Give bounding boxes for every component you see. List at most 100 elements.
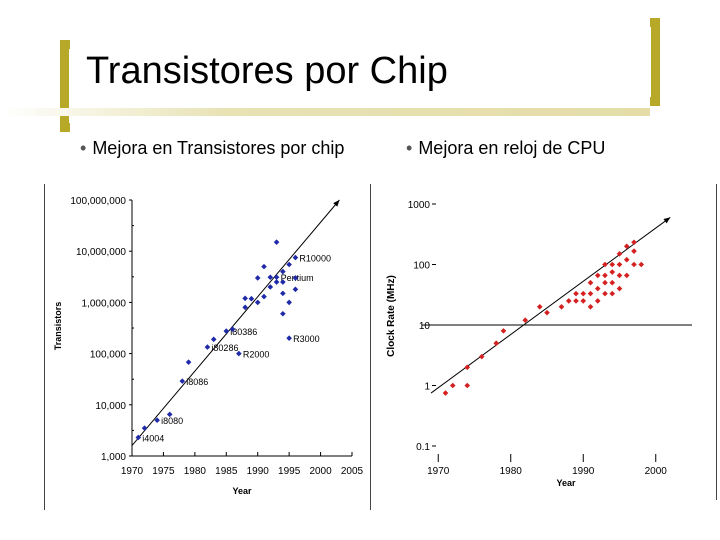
data-point — [236, 350, 242, 357]
point-label: R10000 — [299, 254, 331, 264]
bullet-clock: • Mejora en reloj de CPU — [406, 138, 605, 159]
bullet-clock-text: Mejora en reloj de CPU — [418, 138, 606, 158]
y-tick-label: 10,000,000 — [76, 247, 126, 258]
data-point — [292, 254, 299, 261]
data-point — [638, 261, 645, 268]
x-tick-label: 1995 — [278, 466, 301, 477]
x-axis-label: Year — [232, 486, 252, 496]
y-axis-label: Clock Rate (MHz) — [386, 275, 397, 357]
bullet-dot-icon: • — [406, 138, 413, 158]
data-point — [248, 295, 255, 302]
data-point — [493, 340, 500, 347]
data-point — [623, 256, 630, 263]
data-point — [286, 299, 292, 306]
point-label: i8086 — [186, 377, 208, 387]
y-tick-label: 1,000,000 — [82, 298, 127, 309]
y-tick-label: 100,000 — [90, 350, 127, 361]
data-point — [565, 298, 572, 304]
data-point — [242, 295, 248, 302]
data-point — [500, 328, 507, 334]
data-point — [478, 353, 485, 360]
data-point — [594, 272, 601, 279]
data-point — [609, 279, 616, 286]
data-point — [587, 279, 594, 286]
x-tick-label: 1970 — [121, 466, 144, 477]
point-label: i80286 — [211, 343, 238, 353]
y-tick-label: 1,000 — [101, 452, 126, 463]
data-point — [273, 274, 280, 281]
data-point — [573, 290, 579, 297]
data-point — [573, 298, 579, 304]
title-bracket-right — [650, 18, 660, 106]
x-tick-label: 1980 — [184, 466, 207, 477]
data-point — [273, 279, 280, 285]
data-point — [204, 344, 211, 350]
data-point — [580, 298, 587, 304]
data-point — [616, 285, 623, 292]
data-point — [558, 303, 565, 310]
x-tick-label: 1980 — [500, 466, 523, 477]
x-tick-label: 1970 — [427, 466, 450, 477]
data-point — [449, 382, 456, 389]
x-tick-label: 1990 — [247, 466, 270, 477]
y-tick-label: 10,000 — [95, 401, 126, 412]
x-axis-label: Year — [556, 478, 576, 488]
data-point — [286, 261, 292, 268]
data-point — [254, 299, 261, 306]
title-underline — [0, 108, 650, 116]
data-point — [623, 272, 630, 279]
x-tick-label: 1985 — [215, 466, 238, 477]
data-point — [273, 239, 280, 245]
point-label: i4004 — [142, 433, 164, 443]
data-point — [242, 304, 248, 311]
data-point — [464, 382, 471, 389]
bullet-transistors-text: Mejora en Transistores por chip — [92, 138, 345, 158]
data-point — [587, 303, 594, 310]
data-point — [135, 434, 142, 441]
chart-left-frame-edge-right — [370, 184, 371, 510]
y-tick-label: 1000 — [408, 200, 431, 211]
data-point — [280, 279, 286, 285]
data-point — [602, 279, 608, 286]
trend-arrowhead — [333, 200, 340, 207]
chart-left-frame-edge — [44, 184, 45, 510]
data-point — [442, 390, 449, 396]
y-tick-label: 10 — [419, 321, 431, 332]
data-point — [631, 239, 637, 246]
data-point — [280, 310, 286, 317]
slide-title: Transistores por Chip — [86, 50, 448, 92]
data-point — [616, 261, 623, 268]
data-point — [580, 290, 587, 297]
data-point — [292, 286, 299, 293]
x-tick-label: 1990 — [572, 466, 595, 477]
data-point — [594, 298, 601, 304]
data-point — [609, 269, 616, 275]
data-point — [280, 290, 286, 297]
data-point — [609, 290, 616, 297]
clock-rate-chart: 0.1 1 10 100 1000 1970 1980 1990 2000 Year Clock R… — [386, 200, 692, 488]
data-point — [229, 326, 236, 332]
data-point — [544, 309, 550, 316]
transistors-chart: 1,000 10,000 100,000 1,000,000 10,000,000 100… — [53, 196, 364, 496]
point-label: i8080 — [161, 416, 183, 426]
trend-arrowhead — [663, 217, 671, 224]
data-point — [464, 364, 471, 371]
bullet-transistors: • Mejora en Transistores por chip — [80, 138, 344, 159]
data-point — [280, 268, 286, 275]
y-tick-label: 100,000,000 — [70, 196, 126, 207]
point-label: R3000 — [293, 334, 320, 344]
data-point — [602, 272, 608, 279]
y-tick-label: 100 — [413, 261, 430, 272]
point-label: i80386 — [230, 327, 257, 337]
data-point — [254, 275, 261, 281]
data-point — [179, 378, 186, 384]
data-point — [587, 290, 594, 297]
title-bracket-left — [60, 40, 70, 132]
data-point — [631, 261, 637, 268]
bullet-dot-icon: • — [80, 138, 87, 158]
data-point — [261, 293, 267, 300]
data-point — [261, 263, 267, 270]
x-tick-label: 2000 — [309, 466, 332, 477]
trend-line — [430, 217, 671, 394]
y-tick-label: 0.1 — [416, 442, 430, 453]
